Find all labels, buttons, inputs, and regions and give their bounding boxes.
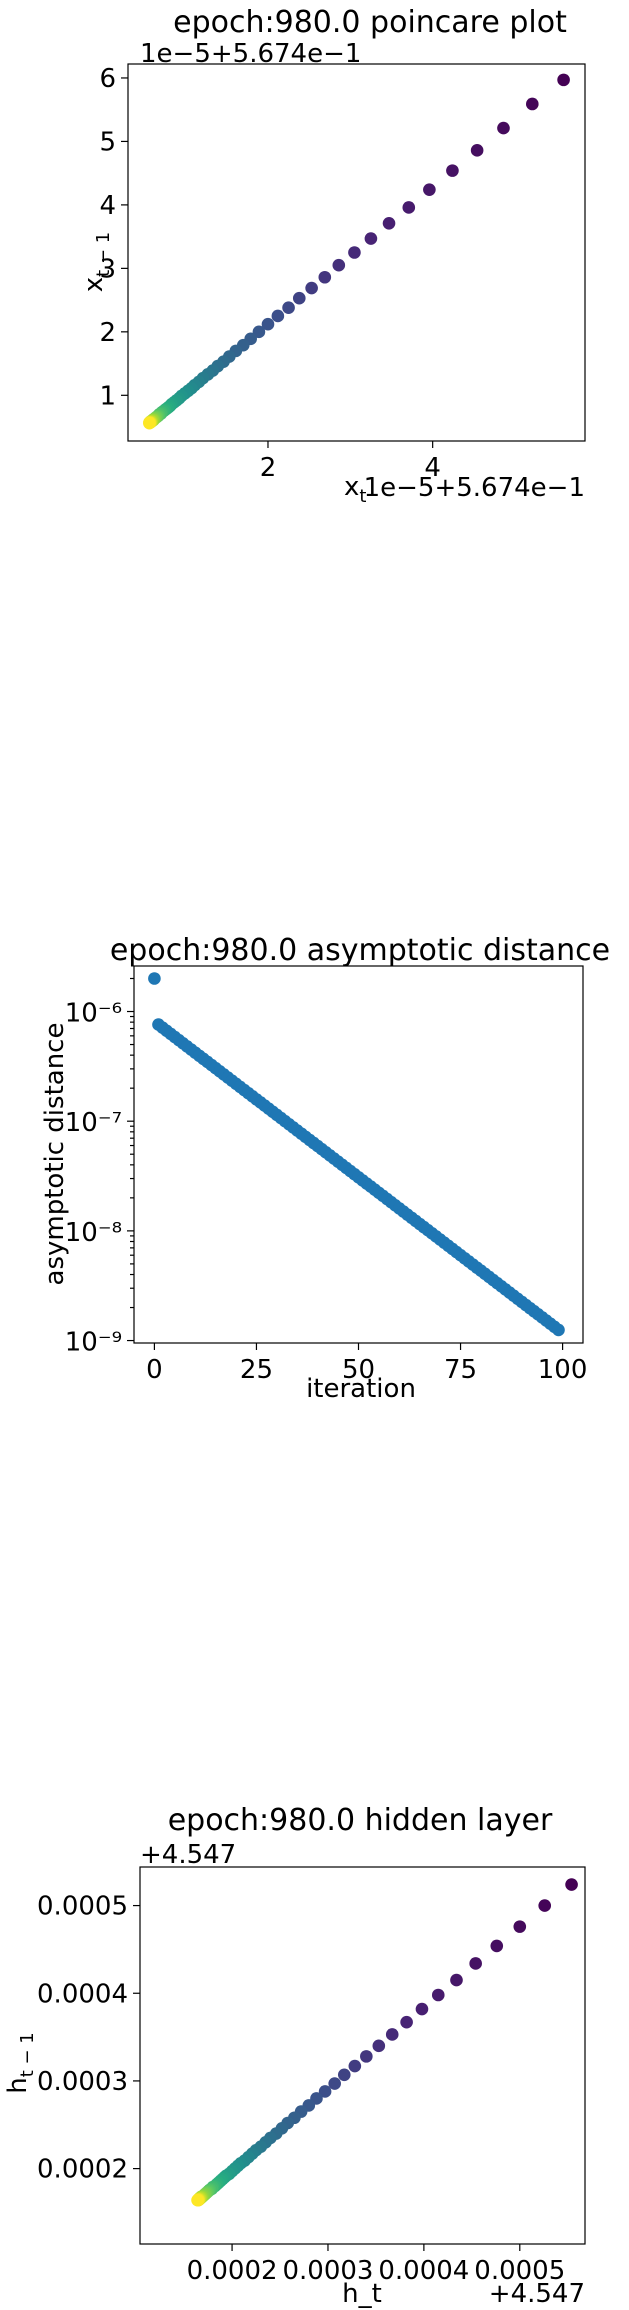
data-point: [372, 2039, 386, 2053]
data-point: [360, 2050, 373, 2063]
hidden-points: [191, 1878, 578, 2207]
asymptotic-y-label: asymptotic distance: [40, 1023, 70, 1286]
data-point: [538, 1899, 552, 1912]
y-tick-label: 3: [99, 254, 116, 284]
data-point: [305, 281, 318, 295]
data-point: [382, 217, 396, 230]
hidden-x-offset: +4.547: [489, 2279, 585, 2309]
data-point: [557, 73, 570, 87]
y-tick-label: 0.0005: [37, 1892, 128, 1922]
data-point: [431, 1988, 445, 2002]
data-point: [423, 183, 436, 196]
data-point: [348, 2059, 362, 2073]
data-point: [385, 2028, 399, 2041]
poincare-y-ticks: 1 2 3 4 5 6: [99, 64, 128, 411]
data-point: [143, 416, 156, 430]
asymptotic-title: epoch:980.0 asymptotic distance: [110, 933, 610, 968]
x-tick-label: 0: [146, 1355, 163, 1385]
x-tick-label: 0.0005: [474, 2256, 565, 2286]
asymptotic-x-label: iteration: [306, 1374, 416, 1404]
asymptotic-chart: epoch:980.0 asymptotic distance 10⁻⁶ 10⁻⁷…: [40, 933, 610, 1404]
hidden-y-offset: +4.547: [140, 1840, 236, 1870]
data-point: [450, 1973, 463, 1987]
data-point: [191, 2193, 204, 2207]
data-point: [271, 309, 285, 323]
asymptotic-points: [148, 972, 565, 1337]
data-point: [318, 2085, 332, 2098]
data-point: [415, 2002, 429, 2016]
data-point: [328, 2077, 341, 2090]
data-point: [364, 232, 378, 245]
y-tick-label: 2: [99, 318, 116, 348]
poincare-plot-frame: [127, 63, 586, 442]
data-point: [148, 972, 161, 985]
y-tick-label: 10⁻⁶: [65, 999, 122, 1029]
y-tick-label: 10⁻⁹: [65, 1328, 122, 1358]
hidden-layer-chart: epoch:980.0 hidden layer +4.547 0.00020.…: [3, 1803, 586, 2309]
data-point: [400, 2015, 413, 2029]
data-point: [282, 301, 295, 315]
y-tick-label: 5: [99, 127, 116, 157]
data-point: [565, 1878, 578, 1891]
poincare-points: [143, 73, 570, 430]
y-tick-label: 1: [99, 381, 116, 411]
data-point: [252, 325, 266, 339]
data-point: [513, 1920, 527, 1933]
data-point: [261, 317, 275, 331]
x-tick-label: 0.0003: [282, 2256, 373, 2286]
hidden-x-label: h_t: [342, 2279, 382, 2309]
y-tick-label: 10⁻⁷: [65, 1108, 122, 1138]
y-tick-label: 4: [99, 191, 116, 221]
poincare-title: epoch:980.0 poincare plot: [173, 5, 567, 40]
x-tick-label: 0.0002: [187, 2256, 278, 2286]
x-tick-label: 0.0004: [378, 2256, 469, 2286]
asymptotic-x-ticks: 0 25 50 75 100: [146, 1343, 587, 1385]
data-point: [337, 2068, 351, 2082]
x-tick-label: 25: [240, 1355, 273, 1385]
hidden-title: epoch:980.0 hidden layer: [168, 1803, 553, 1838]
y-tick-label: 0.0003: [37, 2067, 128, 2097]
hidden-y-label: ht − 1: [3, 2032, 38, 2094]
y-tick-label: 0.0002: [37, 2155, 128, 2185]
x-tick-label: 50: [342, 1355, 375, 1385]
x-tick-label: 75: [444, 1355, 477, 1385]
y-tick-label: 0.0004: [37, 1979, 128, 2009]
y-tick-label: 10⁻⁸: [65, 1218, 122, 1248]
hidden-plot-frame: [139, 1866, 586, 2245]
data-point: [497, 121, 510, 135]
data-point: [348, 246, 361, 259]
data-point: [470, 144, 484, 157]
data-point: [490, 1939, 504, 1953]
data-point: [552, 1323, 565, 1337]
data-point: [469, 1957, 482, 1970]
data-point: [446, 164, 459, 177]
poincare-x-offset: 1e−5+5.674e−1: [364, 473, 585, 503]
data-point: [526, 97, 539, 111]
x-tick-label: 2: [260, 453, 277, 483]
x-tick-label: 4: [424, 453, 441, 483]
data-point: [292, 291, 306, 305]
y-tick-label: 6: [99, 64, 116, 94]
asymptotic-y-ticks: 10⁻⁶ 10⁻⁷ 10⁻⁸ 10⁻⁹: [65, 977, 134, 1358]
poincare-y-label: xt − 1: [79, 232, 114, 292]
data-point: [402, 201, 416, 214]
hidden-x-ticks: 0.0002 0.0003 0.0004 0.0005: [187, 2244, 565, 2286]
asymptotic-plot-frame: [133, 965, 584, 1344]
x-tick-label: 100: [538, 1355, 588, 1385]
hidden-y-ticks: 0.0002 0.0003 0.0004 0.0005: [37, 1892, 140, 2185]
data-point: [332, 258, 346, 272]
poincare-chart: epoch:980.0 poincare plot 1e−5+5.674e−1 …: [79, 5, 586, 507]
data-point: [318, 270, 332, 284]
